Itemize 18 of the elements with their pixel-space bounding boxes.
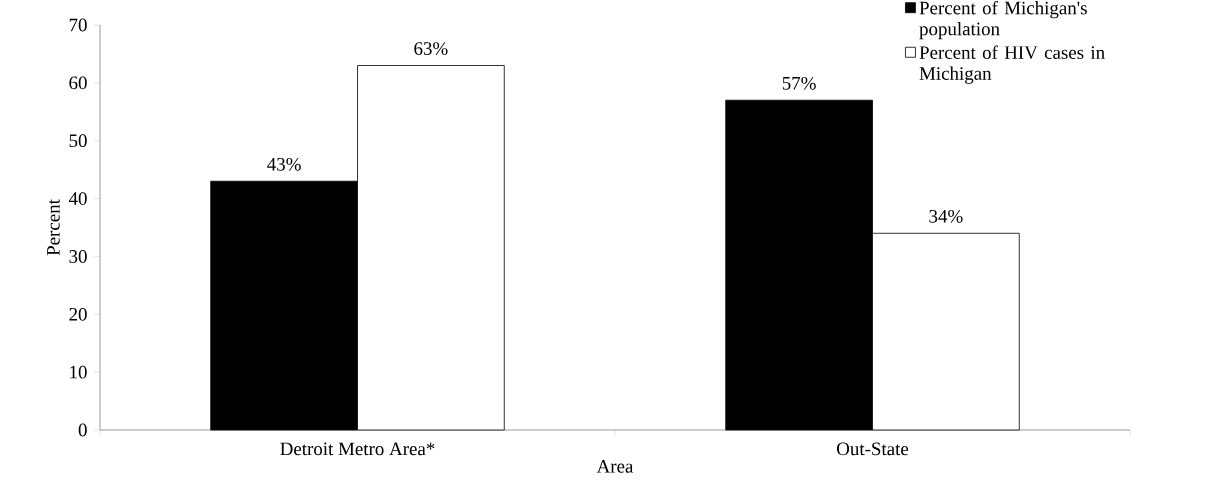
y-tick-label: 60 <box>69 76 87 90</box>
y-tick-label: 0 <box>78 423 87 437</box>
x-axis-title: Area <box>596 460 634 473</box>
x-tick-label: Detroit Metro Area* <box>280 442 435 456</box>
y-tick-label: 30 <box>69 250 87 263</box>
legend-label: Percent of Michigan's population <box>919 0 1087 40</box>
x-tick-label: Out-State <box>837 442 909 456</box>
data-label: 34% <box>929 209 963 223</box>
data-label: 57% <box>782 76 816 90</box>
y-tick-label: 50 <box>69 134 87 148</box>
data-label: 63% <box>414 42 448 55</box>
y-tick-label: 40 <box>68 192 87 205</box>
data-label: 43% <box>267 157 301 171</box>
legend-label: Percent of HIV cases in Michigan <box>919 45 1105 84</box>
y-tick-label: 20 <box>69 307 87 321</box>
y-tick-label: 10 <box>70 365 87 379</box>
y-axis-title: Percent <box>47 199 60 256</box>
y-tick-label: 70 <box>69 18 87 32</box>
